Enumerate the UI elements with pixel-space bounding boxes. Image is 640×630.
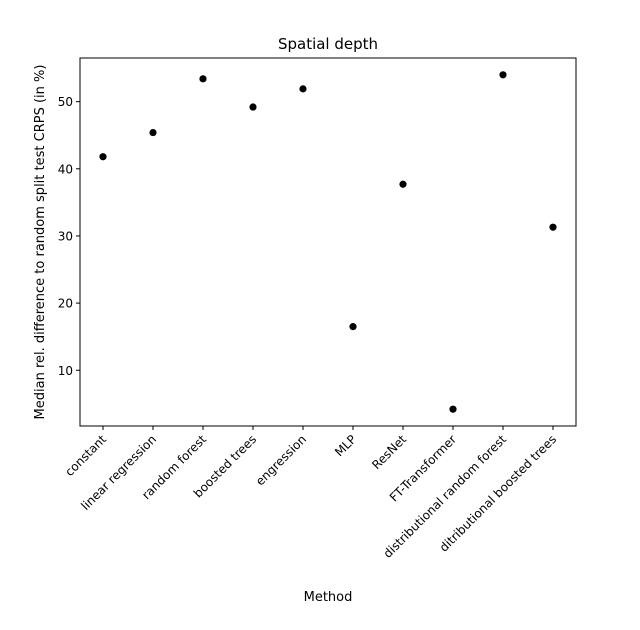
y-axis-label: Median rel. difference to random split t… — [33, 65, 48, 420]
y-axis: 10 20 30 40 50 — [58, 95, 80, 378]
x-tick-label: ResNet — [369, 432, 409, 472]
data-point — [249, 103, 257, 111]
data-point — [399, 180, 407, 188]
y-tick-label: 50 — [58, 95, 73, 109]
data-points — [99, 71, 557, 413]
x-tick-label: MLP — [332, 432, 359, 459]
data-point — [549, 223, 557, 231]
y-tick-label: 10 — [58, 364, 73, 378]
y-tick-label: 40 — [58, 162, 73, 176]
data-point — [349, 323, 357, 331]
data-point — [99, 153, 107, 161]
data-point — [149, 128, 157, 137]
plot-frame — [79, 57, 577, 427]
data-point — [499, 71, 507, 79]
chart-title: Spatial depth — [278, 35, 378, 53]
x-axis-label: Method — [304, 590, 353, 605]
y-tick-label: 30 — [58, 229, 73, 243]
data-point — [299, 85, 307, 93]
x-tick-label: constant — [62, 432, 109, 479]
y-tick-label: 20 — [58, 297, 73, 311]
data-point — [199, 75, 207, 83]
x-tick-label: engression — [253, 432, 309, 488]
data-point — [449, 405, 457, 413]
